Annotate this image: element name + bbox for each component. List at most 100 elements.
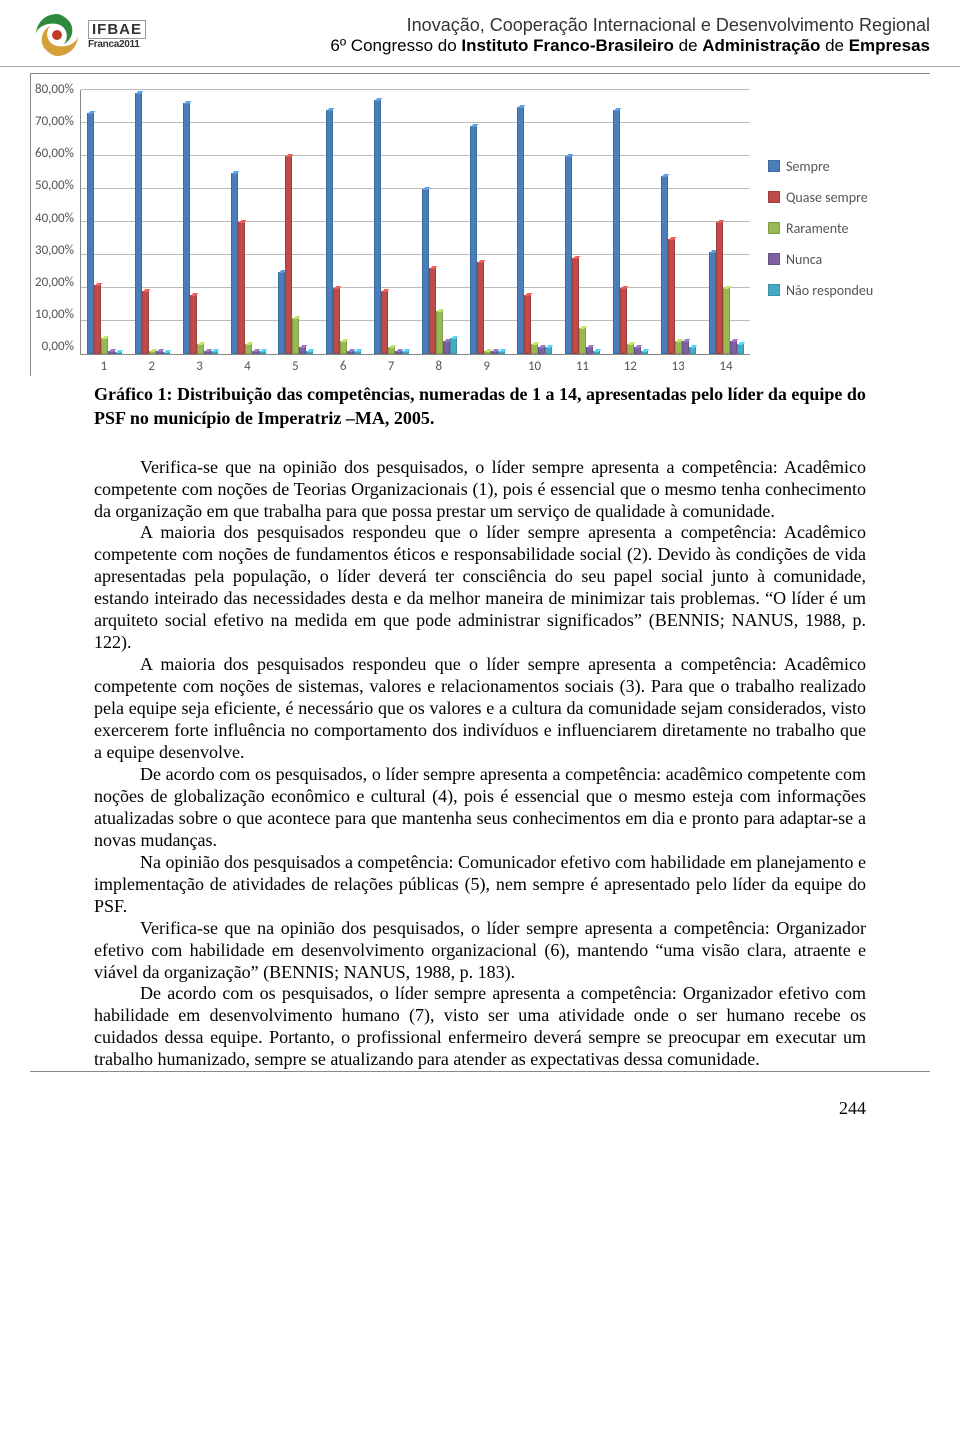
bar — [429, 268, 436, 354]
chart-x-axis: 1234567891011121314 — [80, 355, 750, 374]
bar — [333, 288, 340, 354]
bar — [278, 272, 285, 355]
bar — [675, 341, 682, 354]
x-tick-label: 9 — [463, 355, 511, 374]
bar — [586, 347, 593, 354]
legend-label: Não respondeu — [786, 282, 873, 299]
bar-group — [81, 90, 129, 354]
footer-divider — [30, 1071, 930, 1072]
y-tick-label: 0,00% — [35, 339, 74, 354]
x-tick-label: 11 — [559, 355, 607, 374]
x-tick-label: 4 — [223, 355, 271, 374]
paragraph: Na opinião dos pesquisados a competência… — [94, 852, 866, 918]
bar — [436, 311, 443, 354]
bar — [470, 126, 477, 354]
legend-swatch-icon — [768, 253, 780, 265]
bar — [450, 338, 457, 355]
legend-item: Não respondeu — [768, 282, 920, 299]
x-tick-label: 7 — [367, 355, 415, 374]
bar — [252, 351, 259, 354]
x-tick-label: 6 — [319, 355, 367, 374]
bar — [538, 347, 545, 354]
x-tick-label: 1 — [80, 355, 128, 374]
bar — [579, 328, 586, 354]
x-tick-label: 8 — [415, 355, 463, 374]
x-tick-label: 3 — [176, 355, 224, 374]
bar — [245, 344, 252, 354]
bar — [443, 341, 450, 354]
bar — [231, 173, 238, 355]
bar — [572, 258, 579, 354]
bar — [641, 351, 648, 354]
y-tick-label: 10,00% — [35, 307, 74, 322]
bar — [299, 347, 306, 354]
bar — [142, 291, 149, 354]
bar — [716, 222, 723, 354]
bar — [593, 351, 600, 354]
bar — [517, 107, 524, 355]
bar-group — [368, 90, 416, 354]
bar — [259, 351, 266, 354]
bar — [374, 100, 381, 354]
bar-group — [654, 90, 702, 354]
header-titles: Inovação, Cooperação Internacional e Des… — [146, 15, 930, 56]
paragraph: Verifica-se que na opinião dos pesquisad… — [94, 918, 866, 984]
bar — [211, 351, 218, 354]
bar — [395, 351, 402, 354]
legend-item: Raramente — [768, 220, 920, 237]
bar-group — [224, 90, 272, 354]
bar — [149, 351, 156, 354]
bar — [135, 93, 142, 354]
bar — [306, 351, 313, 354]
chart-plot-area — [80, 90, 750, 355]
bar — [730, 341, 737, 354]
bar — [737, 344, 744, 354]
legend-label: Nunca — [786, 251, 822, 268]
legend-label: Sempre — [786, 158, 830, 175]
bar — [326, 110, 333, 354]
bar — [94, 285, 101, 354]
page-number: 244 — [0, 1098, 866, 1119]
bar — [620, 288, 627, 354]
bar-group — [559, 90, 607, 354]
bar — [709, 252, 716, 354]
paragraph: De acordo com os pesquisados, o líder se… — [94, 983, 866, 1071]
legend-label: Quase sempre — [786, 189, 868, 206]
x-tick-label: 13 — [654, 355, 702, 374]
bar — [661, 176, 668, 354]
bar — [668, 239, 675, 355]
y-tick-label: 40,00% — [35, 211, 74, 226]
x-tick-label: 2 — [128, 355, 176, 374]
y-tick-label: 30,00% — [35, 243, 74, 258]
x-tick-label: 5 — [271, 355, 319, 374]
bar — [422, 189, 429, 354]
bar-group — [463, 90, 511, 354]
bar — [524, 295, 531, 354]
logo-swirl-icon — [30, 8, 84, 62]
bar — [197, 344, 204, 354]
x-tick-label: 10 — [511, 355, 559, 374]
y-tick-label: 20,00% — [35, 275, 74, 290]
bar — [190, 295, 197, 354]
y-tick-label: 60,00% — [35, 146, 74, 161]
chart-legend: Sempre Quase sempre Raramente Nunca Não resp… — [750, 82, 920, 374]
bar — [689, 347, 696, 354]
chart-container: 80,00%70,00%60,00%50,00%40,00%30,00%20,0… — [30, 73, 930, 376]
bar — [183, 103, 190, 354]
legend-swatch-icon — [768, 191, 780, 203]
bar — [156, 351, 163, 354]
header-title-main: Inovação, Cooperação Internacional e Des… — [146, 15, 930, 36]
bar — [723, 288, 730, 354]
legend-swatch-icon — [768, 160, 780, 172]
bar — [204, 351, 211, 354]
x-tick-label: 14 — [702, 355, 750, 374]
legend-item: Sempre — [768, 158, 920, 175]
legend-swatch-icon — [768, 284, 780, 296]
bar — [285, 156, 292, 354]
bar — [381, 291, 388, 354]
y-tick-label: 50,00% — [35, 178, 74, 193]
logo: IFBAE Franca2011 — [30, 8, 146, 62]
bar-group — [272, 90, 320, 354]
x-tick-label: 12 — [606, 355, 654, 374]
header-title-sub: 6º Congresso do Instituto Franco-Brasile… — [146, 36, 930, 56]
